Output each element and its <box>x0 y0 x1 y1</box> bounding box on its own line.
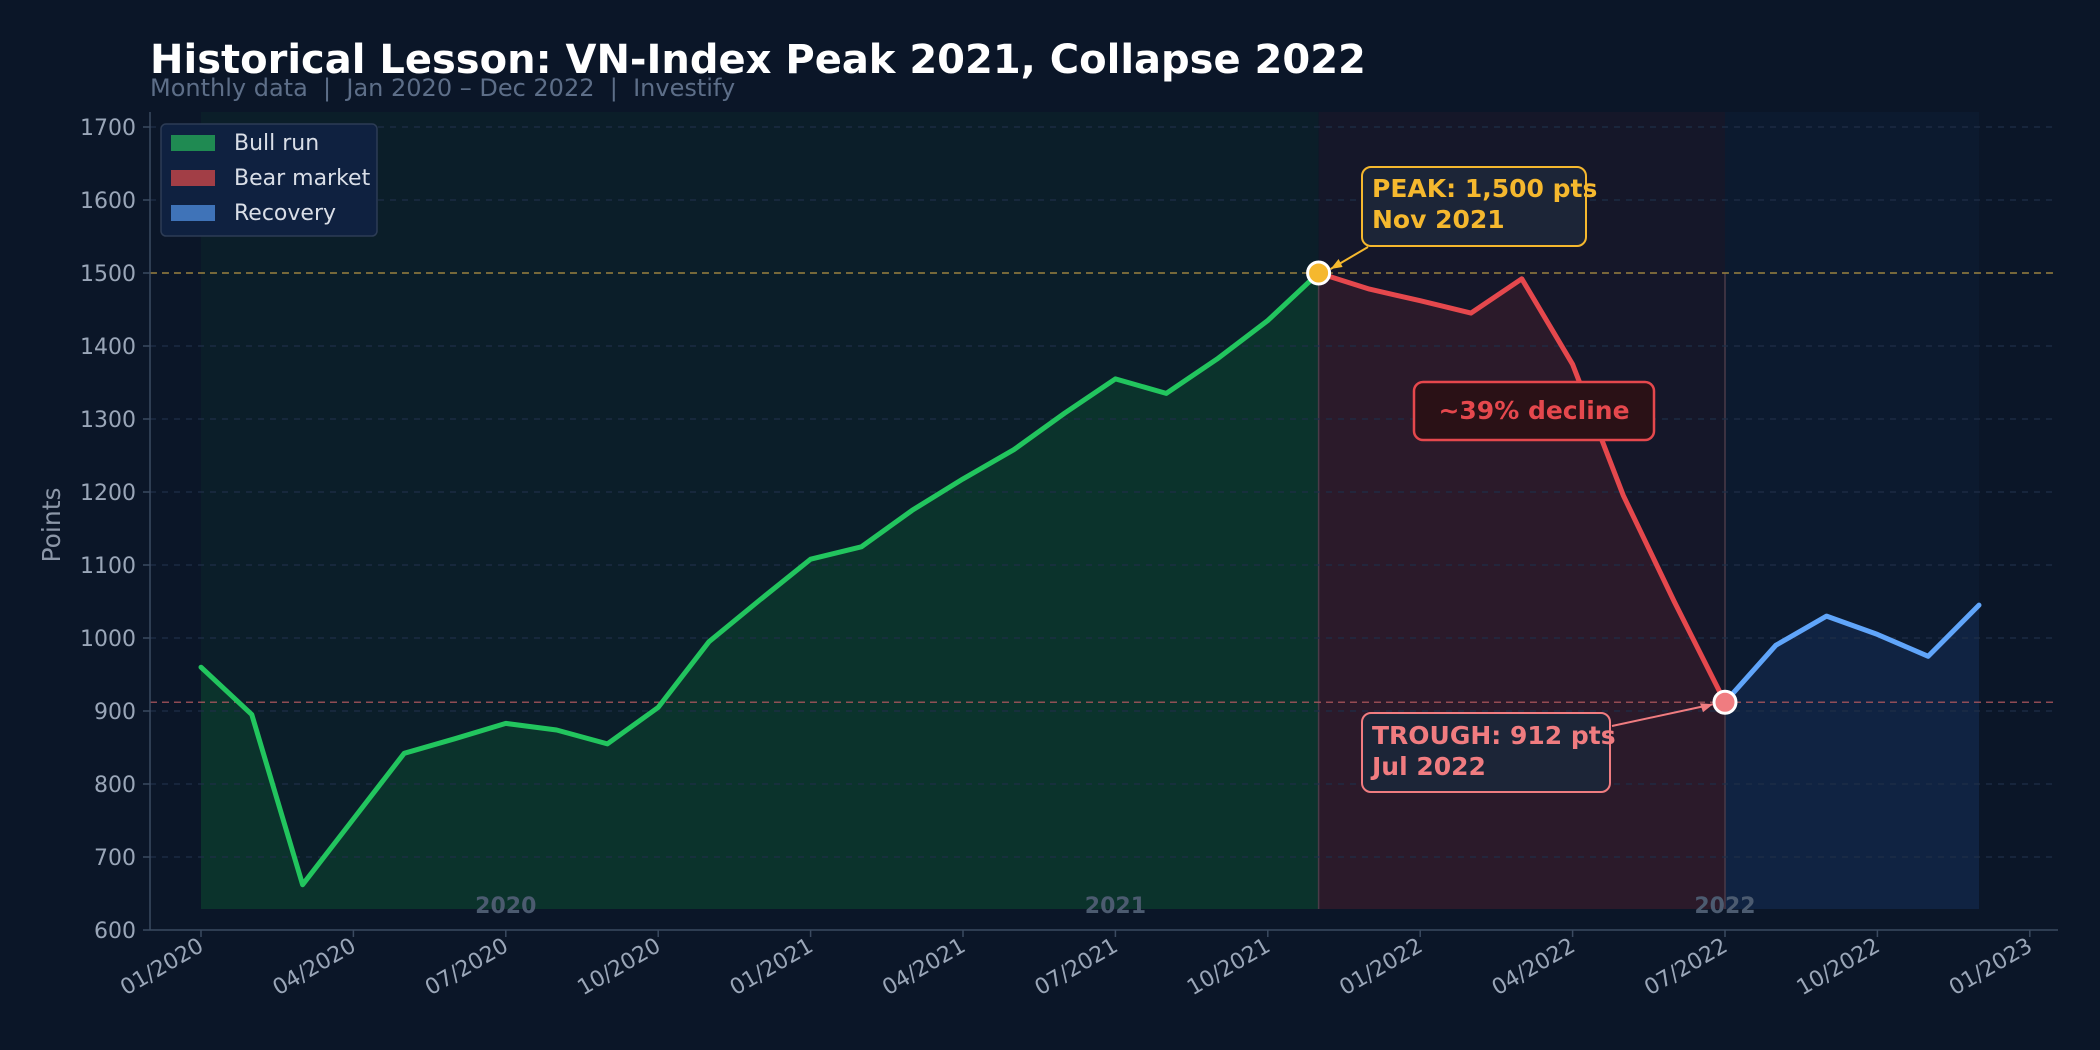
series-line-recovery <box>1722 602 1982 705</box>
trough-callout-box <box>1361 712 1611 793</box>
y-tick-label: 600 <box>94 919 136 944</box>
peak-callout-text: PEAK: 1,500 pts <box>1372 174 1597 203</box>
y-tick-label: 1100 <box>80 554 136 579</box>
peak-arrowhead <box>1330 259 1343 269</box>
chart-subtitle: Monthly data | Jan 2020 – Dec 2022 | Inv… <box>150 74 735 102</box>
peak-callout-text: Nov 2021 <box>1372 205 1505 234</box>
series-lines <box>198 270 1982 888</box>
legend-swatch <box>171 205 215 221</box>
trough-callout-text: Jul 2022 <box>1370 752 1486 781</box>
area-recovery <box>1725 605 1979 909</box>
decline-label-text: ~39% decline <box>1438 396 1629 425</box>
y-tick-label: 700 <box>94 846 136 871</box>
y-tick-label: 1400 <box>80 335 136 360</box>
legend-label: Bear market <box>234 166 371 191</box>
peak-callout-box <box>1361 166 1587 247</box>
y-tick-label: 1000 <box>80 627 136 652</box>
y-tick-label: 1500 <box>80 262 136 287</box>
legend-label: Recovery <box>234 201 336 226</box>
y-axis-label: Points <box>37 487 66 562</box>
y-tick-label: 1300 <box>80 408 136 433</box>
trough-arrow <box>1611 703 1714 727</box>
year-label: 2020 <box>475 894 536 919</box>
legend: Bull run Bear market Recovery <box>160 123 378 237</box>
trough-callout-text: TROUGH: 912 pts <box>1372 721 1616 750</box>
series-line-bull-run <box>198 270 1322 888</box>
phase-regions <box>201 112 1979 909</box>
legend-label: Bull run <box>234 131 319 156</box>
reference-lines <box>150 272 2058 703</box>
decline-label-box <box>1412 380 1656 442</box>
series-line-bear-market <box>1316 270 1728 705</box>
y-tick-label: 1200 <box>80 481 136 506</box>
legend-swatch <box>171 170 215 186</box>
chart-title: Historical Lesson: VN-Index Peak 2021, C… <box>150 37 1366 83</box>
y-tick-label: 900 <box>94 700 136 725</box>
markers <box>1306 260 1738 715</box>
year-label: 2022 <box>1694 894 1755 919</box>
trough-marker <box>1712 689 1738 715</box>
year-label: 2021 <box>1085 894 1146 919</box>
legend-swatch <box>171 135 215 151</box>
trough-arrowhead <box>1700 703 1713 713</box>
y-tick-label: 1600 <box>80 189 136 214</box>
y-tick-label: 1700 <box>80 116 136 141</box>
peak-marker <box>1306 260 1332 286</box>
y-tick-label: 800 <box>94 773 136 798</box>
